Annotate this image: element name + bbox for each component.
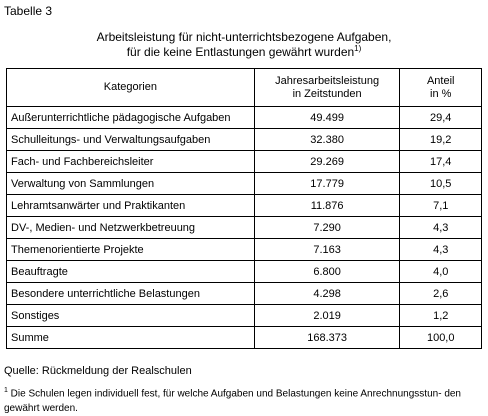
cell-category: Lehramtsanwärter und Praktikanten <box>6 194 255 217</box>
table-row: Verwaltung von Sammlungen 17.779 10,5 <box>6 172 482 195</box>
header-row: Kategorien Jahresarbeitsleistung in Zeits… <box>6 68 482 107</box>
footnote: 1 Die Schulen legen individuell fest, fü… <box>4 383 486 416</box>
cell-category: Besondere unterrichtliche Belastungen <box>6 282 255 305</box>
cell-share: 19,2 <box>399 128 482 151</box>
title-line-1: Arbeitsleistung für nicht-unterrichtsbez… <box>96 30 392 44</box>
cell-hours: 49.499 <box>253 106 401 129</box>
cell-share: 10,5 <box>399 172 482 195</box>
title-footnote-marker: 1) <box>354 44 362 53</box>
cell-share: 17,4 <box>399 150 482 173</box>
footnote-text: Die Schulen legen individuell fest, für … <box>4 388 461 415</box>
header-category: Kategorien <box>6 68 255 107</box>
cell-category: Verwaltung von Sammlungen <box>6 172 255 195</box>
table-row: Summe 168.373 100,0 <box>6 326 482 349</box>
cell-share: 29,4 <box>399 106 482 129</box>
cell-hours: 6.800 <box>253 260 401 283</box>
table-title: Arbeitsleistung für nicht-unterrichtsbez… <box>0 30 488 60</box>
cell-share: 2,6 <box>399 282 482 305</box>
table-row: Sonstiges 2.019 1,2 <box>6 304 482 327</box>
cell-hours: 7.290 <box>253 216 401 239</box>
table-row: Beauftragte 6.800 4,0 <box>6 260 482 283</box>
cell-hours: 168.373 <box>253 326 401 349</box>
cell-share: 7,1 <box>399 194 482 217</box>
workload-table: Kategorien Jahresarbeitsleistung in Zeits… <box>6 68 482 349</box>
cell-share: 1,2 <box>399 304 482 327</box>
cell-category: Sonstiges <box>6 304 255 327</box>
cell-category: Schulleitungs- und Verwaltungsaufgaben <box>6 128 255 151</box>
cell-category: Summe <box>6 326 255 349</box>
cell-hours: 32.380 <box>253 128 401 151</box>
header-share: Anteil in % <box>399 68 482 107</box>
footnote-marker: 1 <box>4 387 8 394</box>
header-hours: Jahresarbeitsleistung in Zeitstunden <box>253 68 401 107</box>
cell-share: 4,3 <box>399 216 482 239</box>
cell-hours: 17.779 <box>253 172 401 195</box>
table-row: Schulleitungs- und Verwaltungsaufgaben 32… <box>6 128 482 151</box>
cell-category: DV-, Medien- und Netzwerkbetreuung <box>6 216 255 239</box>
table-row: Fach- und Fachbereichsleiter 29.269 17,4 <box>6 150 482 173</box>
table-row: Besondere unterrichtliche Belastungen 4.2… <box>6 282 482 305</box>
title-line-2: für die keine Entlastungen gewährt wurde… <box>126 44 362 60</box>
cell-share: 100,0 <box>399 326 482 349</box>
cell-category: Fach- und Fachbereichsleiter <box>6 150 255 173</box>
source-note: Quelle: Rückmeldung der Realschulen <box>4 365 192 377</box>
cell-category: Beauftragte <box>6 260 255 283</box>
cell-category: Außerunterrichtliche pädagogische Aufgab… <box>6 106 255 129</box>
table-row: Außerunterrichtliche pädagogische Aufgab… <box>6 106 482 129</box>
cell-share: 4,0 <box>399 260 482 283</box>
cell-share: 4,3 <box>399 238 482 261</box>
cell-category: Themenorientierte Projekte <box>6 238 255 261</box>
table-row: DV-, Medien- und Netzwerkbetreuung 7.290 4… <box>6 216 482 239</box>
cell-hours: 4.298 <box>253 282 401 305</box>
table-label: Tabelle 3 <box>4 4 53 18</box>
table-row: Themenorientierte Projekte 7.163 4,3 <box>6 238 482 261</box>
cell-hours: 11.876 <box>253 194 401 217</box>
cell-hours: 29.269 <box>253 150 401 173</box>
cell-hours: 7.163 <box>253 238 401 261</box>
table-row: Lehramtsanwärter und Praktikanten 11.876 7… <box>6 194 482 217</box>
cell-hours: 2.019 <box>253 304 401 327</box>
